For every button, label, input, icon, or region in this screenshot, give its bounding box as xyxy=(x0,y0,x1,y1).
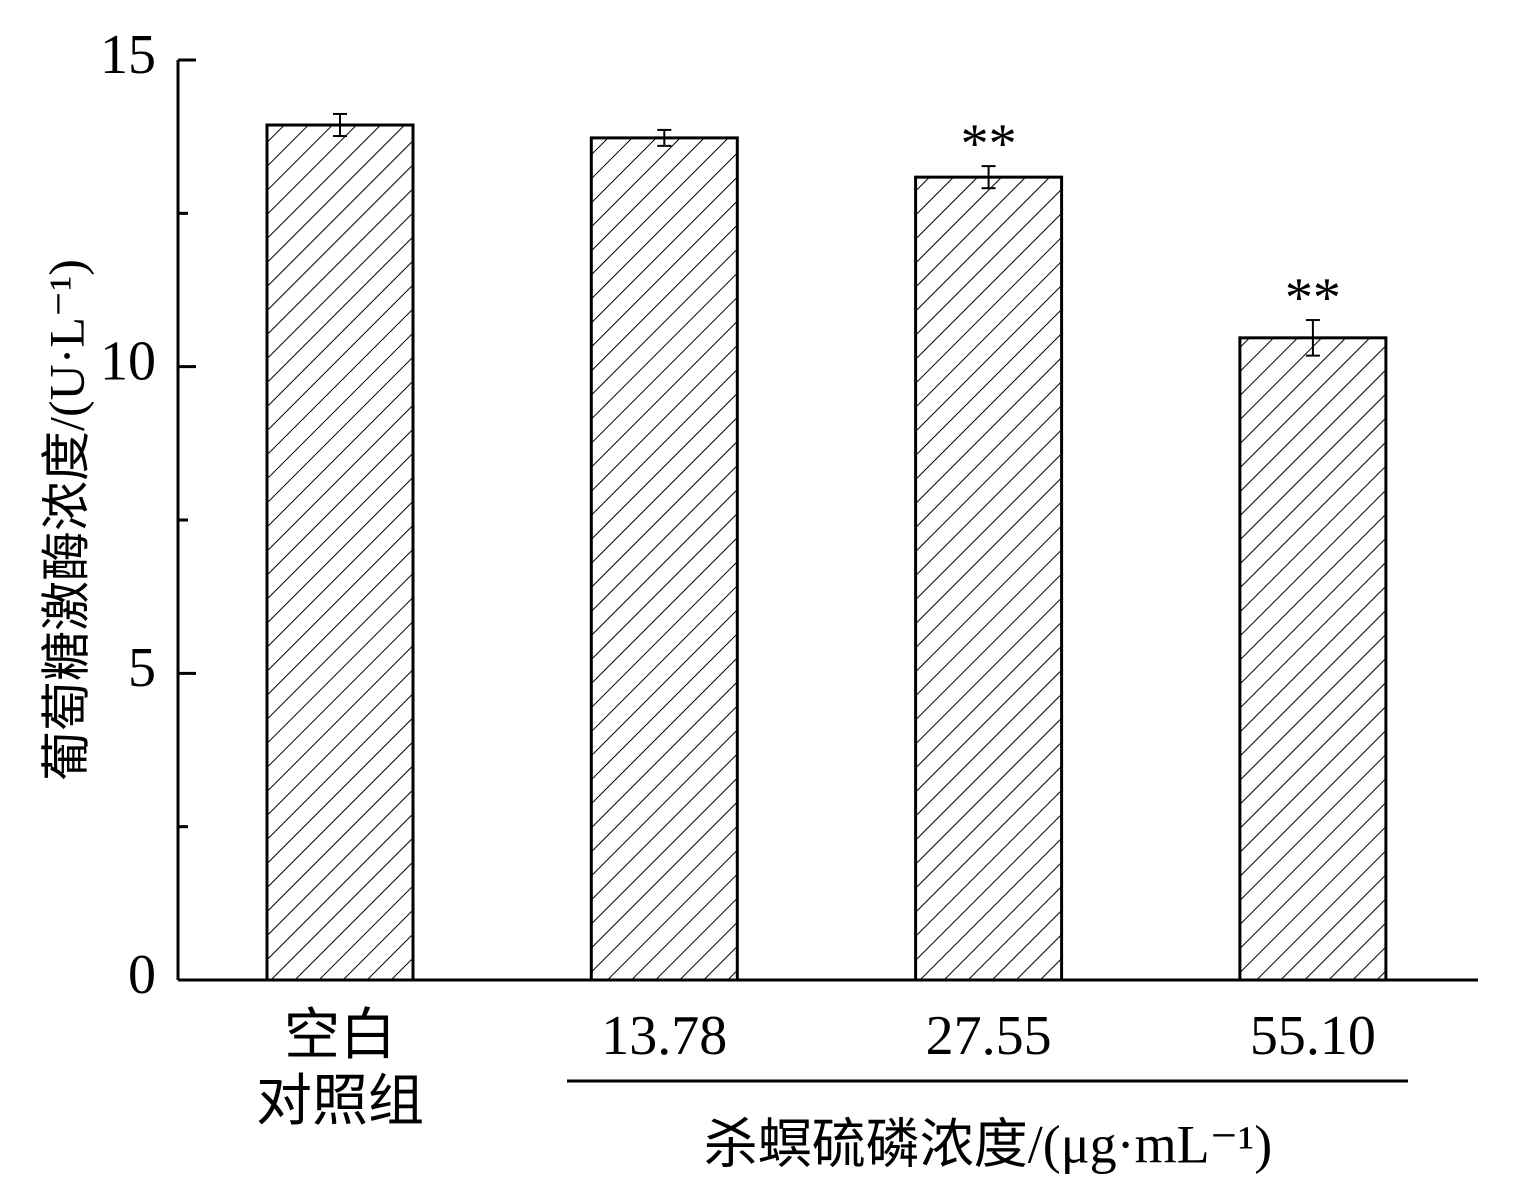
bar xyxy=(914,175,1064,982)
significance-mark: ** xyxy=(1285,267,1341,329)
error-bar xyxy=(1305,319,1320,357)
x-tick-label: 空白 对照组 xyxy=(256,1005,424,1133)
bar xyxy=(1238,336,1388,982)
x-tick-label: 27.55 xyxy=(925,1005,1052,1067)
y-tick-label: 15 xyxy=(100,24,156,86)
y-axis-label: 葡萄糖激酶浓度/(U·L⁻¹) xyxy=(38,259,94,781)
significance-mark: ** xyxy=(961,113,1017,175)
bar xyxy=(265,123,415,982)
y-tick-label: 0 xyxy=(128,944,156,1006)
x-tick-label: 55.10 xyxy=(1249,1005,1376,1067)
error-bar xyxy=(657,128,672,147)
y-tick-label: 5 xyxy=(128,637,156,699)
x-axis-label: 杀螟硫磷浓度/(μg·mL⁻¹) xyxy=(704,1114,1273,1174)
x-tick-label: 13.78 xyxy=(601,1005,728,1067)
bar xyxy=(589,136,739,982)
y-tick-label: 10 xyxy=(100,331,156,393)
error-bar xyxy=(981,165,996,190)
error-bar xyxy=(333,112,347,138)
